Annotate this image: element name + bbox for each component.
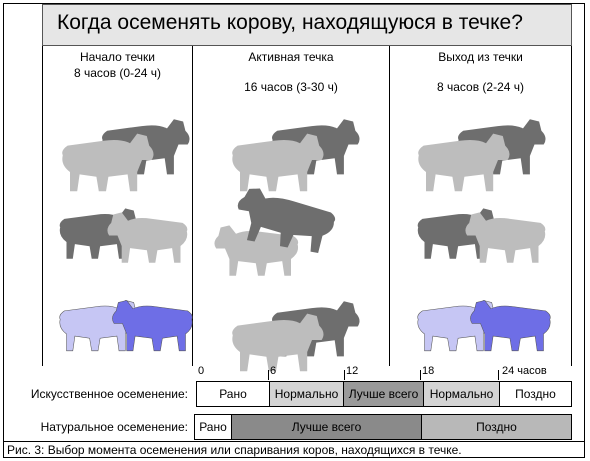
column-end: Выход из течки 8 часов (2-24 ч) (390, 46, 572, 366)
figure-title: Когда осеменять корову, находящуюся в те… (57, 11, 523, 34)
scale-tick-24 (498, 370, 499, 380)
title-box: Когда осеменять корову, находящуюся в те… (42, 4, 572, 46)
scale-label-12: 12 (346, 365, 359, 377)
cow-standing-heat-icon (214, 185, 340, 276)
figure-frame (3, 3, 585, 458)
segment-natural-late: Поздно (421, 415, 571, 439)
cow-pair-mount-start-icon (62, 119, 190, 192)
segment-artificial-normal-1: Нормально (269, 382, 343, 406)
cow-pair-mount-active-bottom-icon (232, 301, 360, 372)
segment-artificial-normal-2: Нормально (423, 382, 499, 406)
row-label-natural: Натуральное осеменение: (40, 420, 188, 434)
timing-bar-natural: Рано Лучше всего Поздно (194, 414, 572, 440)
row-label-artificial: Искусственное осеменение: (30, 387, 188, 401)
scale-label-18: 18 (422, 365, 435, 377)
cow-pair-sniff-end-icon (417, 208, 546, 263)
cow-pair-sniff-start-icon (59, 208, 188, 263)
column-title-active: Активная течка (248, 50, 334, 64)
column-title-start: Начало течки (80, 50, 155, 64)
scale-label-24: 24 часов (502, 365, 547, 377)
column-active: Активная течка 16 часов (3-30 ч) (192, 46, 390, 366)
scale-tick-6 (268, 370, 269, 380)
segment-natural-early: Рано (195, 415, 231, 439)
column-duration-start: 8 часов (0-24 ч) (73, 66, 162, 80)
column-start: Начало течки 8 часов (0-24 ч) (42, 46, 192, 366)
segment-artificial-best: Лучше всего (343, 382, 423, 406)
cow-pair-mount-active-top-icon (232, 119, 360, 192)
scale-label-6: 6 (270, 365, 277, 377)
cow-pair-headbutt-start-icon (59, 299, 193, 352)
cow-pair-mount-end-icon (418, 119, 546, 192)
figure-caption: Рис. 3: Выбор момента осеменения или спа… (7, 443, 462, 457)
column-duration-active: 16 часов (3-30 ч) (244, 80, 338, 94)
segment-artificial-late: Поздно (499, 382, 571, 406)
cow-pair-headbutt-end-icon (417, 299, 551, 352)
scale-tick-12 (344, 370, 345, 380)
column-title-end: Выход из течки (438, 50, 523, 64)
scale-tick-18 (420, 370, 421, 380)
column-duration-end: 8 часов (2-24 ч) (436, 80, 525, 94)
caption-box: Рис. 3: Выбор момента осеменения или спа… (3, 441, 585, 458)
segment-artificial-early: Рано (197, 382, 269, 406)
timing-bar-artificial: Рано Нормально Лучше всего Нормально Поз… (196, 381, 572, 407)
segment-natural-best: Лучше всего (231, 415, 421, 439)
scale-label-0: 0 (198, 365, 205, 377)
